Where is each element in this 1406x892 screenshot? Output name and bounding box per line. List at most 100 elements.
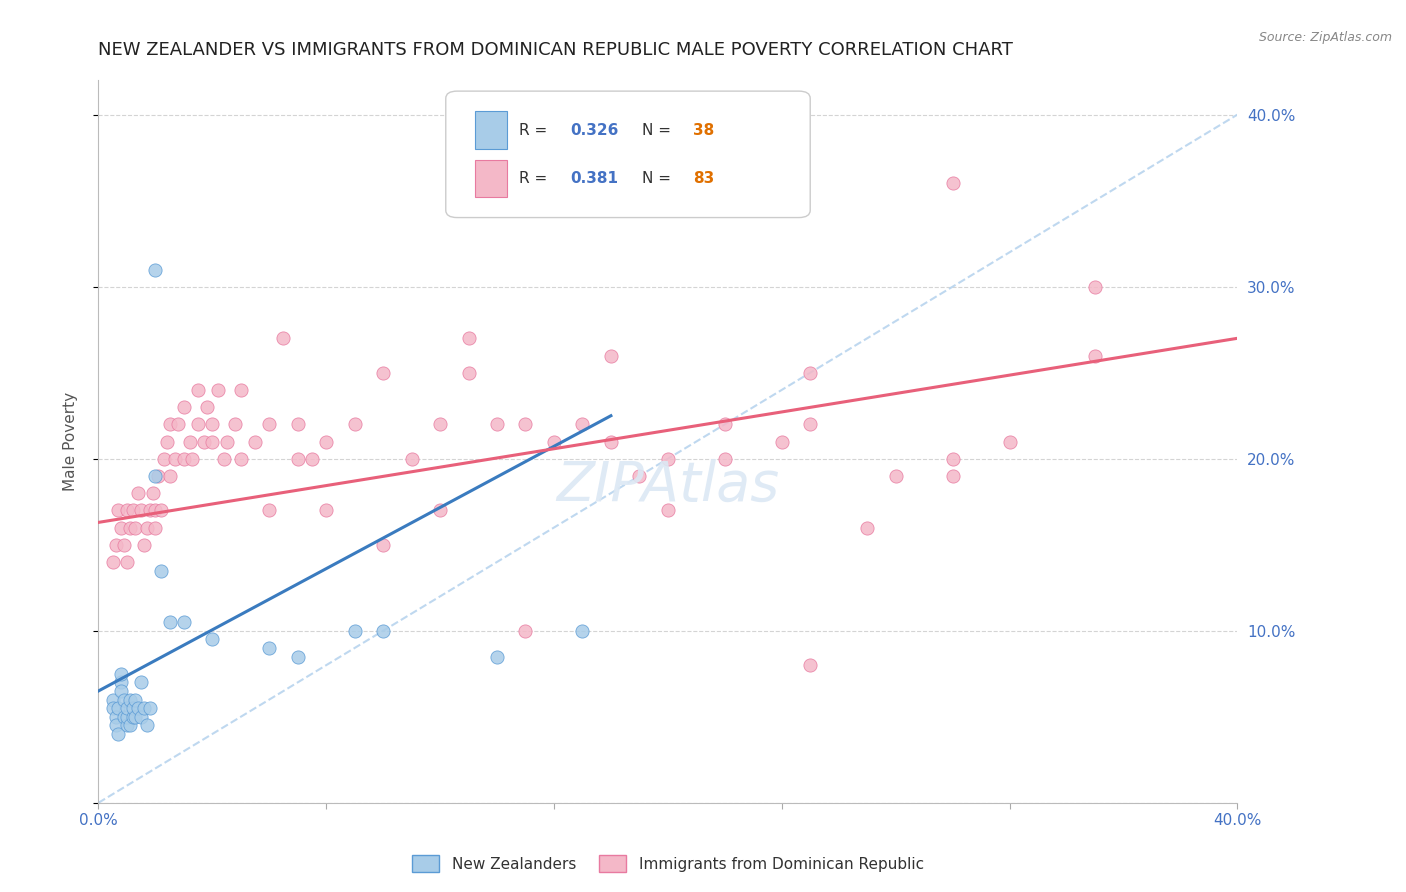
Point bbox=[799, 658, 821, 673]
Point bbox=[124, 520, 146, 534]
Point bbox=[401, 451, 423, 466]
Point bbox=[315, 434, 337, 449]
Point bbox=[153, 451, 176, 466]
Point bbox=[121, 701, 143, 715]
Point bbox=[118, 692, 141, 706]
Point bbox=[201, 434, 224, 449]
Text: 83: 83 bbox=[693, 171, 714, 186]
Point bbox=[856, 520, 879, 534]
Point bbox=[628, 469, 651, 483]
Point bbox=[215, 434, 238, 449]
Point bbox=[287, 417, 309, 432]
Point bbox=[884, 469, 907, 483]
Text: ZIPAtlas: ZIPAtlas bbox=[557, 458, 779, 511]
Point bbox=[486, 649, 509, 664]
Point bbox=[112, 692, 135, 706]
Point bbox=[132, 701, 155, 715]
Point bbox=[159, 417, 181, 432]
Point bbox=[127, 701, 149, 715]
Point bbox=[799, 417, 821, 432]
Point bbox=[259, 417, 281, 432]
Point bbox=[145, 262, 167, 277]
Point bbox=[229, 383, 252, 397]
Point bbox=[600, 434, 623, 449]
Text: 0.381: 0.381 bbox=[569, 171, 617, 186]
Point bbox=[259, 503, 281, 517]
Point bbox=[112, 538, 135, 552]
Point bbox=[600, 349, 623, 363]
Point bbox=[201, 417, 224, 432]
Point bbox=[301, 451, 323, 466]
Point bbox=[110, 520, 132, 534]
Point bbox=[145, 469, 167, 483]
Text: 38: 38 bbox=[693, 122, 714, 137]
Point bbox=[132, 538, 155, 552]
Point bbox=[150, 564, 173, 578]
Point bbox=[998, 434, 1021, 449]
Point bbox=[101, 555, 124, 569]
Point bbox=[115, 555, 138, 569]
Point bbox=[173, 451, 195, 466]
Point bbox=[1084, 349, 1107, 363]
Point bbox=[145, 520, 167, 534]
Point bbox=[124, 692, 146, 706]
Point bbox=[287, 451, 309, 466]
Point bbox=[799, 366, 821, 380]
Point bbox=[101, 692, 124, 706]
Point bbox=[243, 434, 266, 449]
Point bbox=[150, 503, 173, 517]
Text: R =: R = bbox=[519, 171, 551, 186]
Point bbox=[315, 503, 337, 517]
Point bbox=[115, 710, 138, 724]
Point bbox=[942, 469, 965, 483]
Point bbox=[457, 331, 479, 345]
Point bbox=[145, 503, 167, 517]
Point bbox=[571, 417, 593, 432]
Point bbox=[657, 451, 679, 466]
Point bbox=[942, 451, 965, 466]
Point bbox=[165, 451, 187, 466]
Point bbox=[343, 417, 366, 432]
Text: 0.326: 0.326 bbox=[569, 122, 619, 137]
Point bbox=[515, 417, 537, 432]
Point bbox=[115, 718, 138, 732]
Point bbox=[110, 675, 132, 690]
Point bbox=[207, 383, 229, 397]
Point bbox=[224, 417, 246, 432]
Point bbox=[138, 503, 160, 517]
Point bbox=[657, 503, 679, 517]
Point bbox=[457, 366, 479, 380]
Text: R =: R = bbox=[519, 122, 551, 137]
Point bbox=[129, 503, 152, 517]
Point bbox=[124, 710, 146, 724]
Y-axis label: Male Poverty: Male Poverty bbox=[63, 392, 77, 491]
Point bbox=[714, 417, 737, 432]
Point bbox=[429, 503, 451, 517]
Point bbox=[187, 417, 209, 432]
Point bbox=[179, 434, 201, 449]
Point bbox=[104, 710, 127, 724]
Point bbox=[141, 486, 163, 500]
Point bbox=[121, 503, 143, 517]
Bar bbox=[475, 112, 508, 149]
Point bbox=[173, 400, 195, 414]
Point bbox=[118, 520, 141, 534]
Point bbox=[259, 640, 281, 655]
Legend: New Zealanders, Immigrants from Dominican Republic: New Zealanders, Immigrants from Dominica… bbox=[406, 849, 929, 879]
Point bbox=[159, 615, 181, 630]
Point bbox=[104, 718, 127, 732]
Point bbox=[156, 434, 179, 449]
Point bbox=[571, 624, 593, 638]
Point bbox=[229, 451, 252, 466]
Point bbox=[127, 486, 149, 500]
Point bbox=[129, 675, 152, 690]
Point bbox=[1084, 279, 1107, 293]
Text: NEW ZEALANDER VS IMMIGRANTS FROM DOMINICAN REPUBLIC MALE POVERTY CORRELATION CHA: NEW ZEALANDER VS IMMIGRANTS FROM DOMINIC… bbox=[98, 41, 1014, 59]
Bar bbox=[475, 160, 508, 197]
Point bbox=[287, 649, 309, 664]
Point bbox=[135, 520, 157, 534]
Point bbox=[373, 538, 395, 552]
Point bbox=[515, 624, 537, 638]
Point bbox=[373, 366, 395, 380]
Point bbox=[115, 503, 138, 517]
